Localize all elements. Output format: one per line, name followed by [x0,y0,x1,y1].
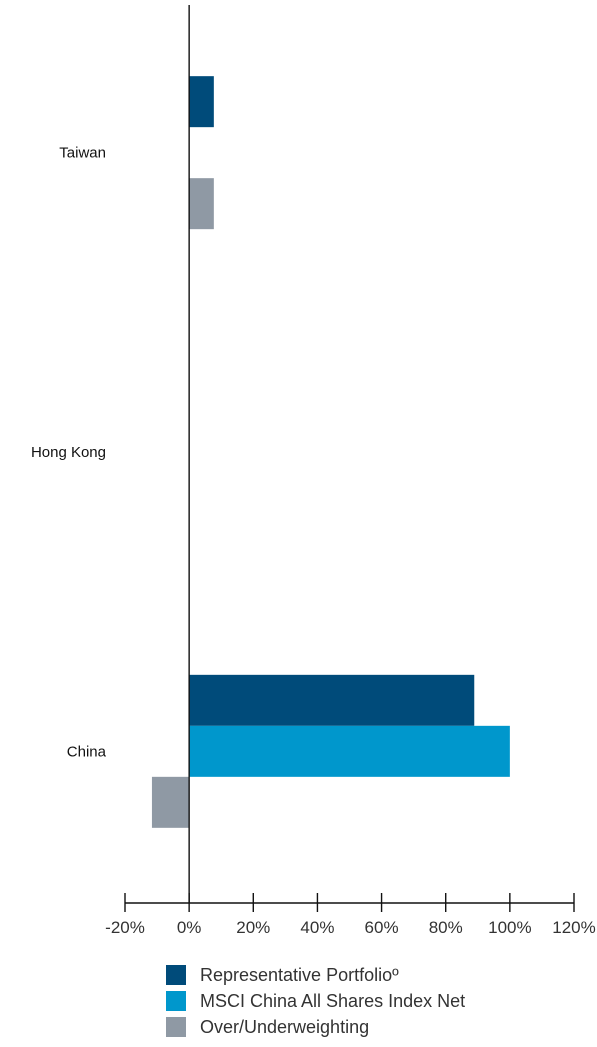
x-tick-label: 20% [236,918,270,937]
legend-swatch [166,991,186,1011]
legend-swatch [166,1017,186,1037]
bar [189,178,214,230]
x-tick-label: 60% [365,918,399,937]
category-labels: Taiwan Hong Kong China [31,145,107,761]
bar [189,674,475,726]
x-tick-label: 120% [552,918,595,937]
x-tick-label: 80% [429,918,463,937]
legend-label: Over/Underweighting [200,1016,370,1037]
x-tick-label: -20% [105,918,145,937]
legend: Representative Portfolioº MSCI China All… [166,962,465,1040]
x-tick-label: 40% [300,918,334,937]
legend-item-msci-index: MSCI China All Shares Index Net [166,988,465,1014]
x-tick-label: 0% [177,918,202,937]
x-tick-label: 100% [488,918,531,937]
bar [189,76,214,128]
legend-label: MSCI China All Shares Index Net [200,990,466,1011]
legend-swatch [166,965,186,985]
bar [151,776,190,828]
bars-group [151,76,510,828]
category-label: Taiwan [59,145,106,162]
legend-item-over-underweighting: Over/Underweighting [166,1014,465,1040]
category-label: China [67,743,107,760]
category-label: Hong Kong [31,444,106,461]
legend-item-representative-portfolio: Representative Portfolioº [166,962,465,988]
x-axis-ticks: -20% 0% 20% 40% 60% 80% 100% 120% [105,893,596,937]
bar-chart: -20% 0% 20% 40% 60% 80% 100% 120% Taiwan Hong Ko… [31,5,596,937]
bar [189,725,510,777]
legend-label: Representative Portfolioº [200,964,399,985]
